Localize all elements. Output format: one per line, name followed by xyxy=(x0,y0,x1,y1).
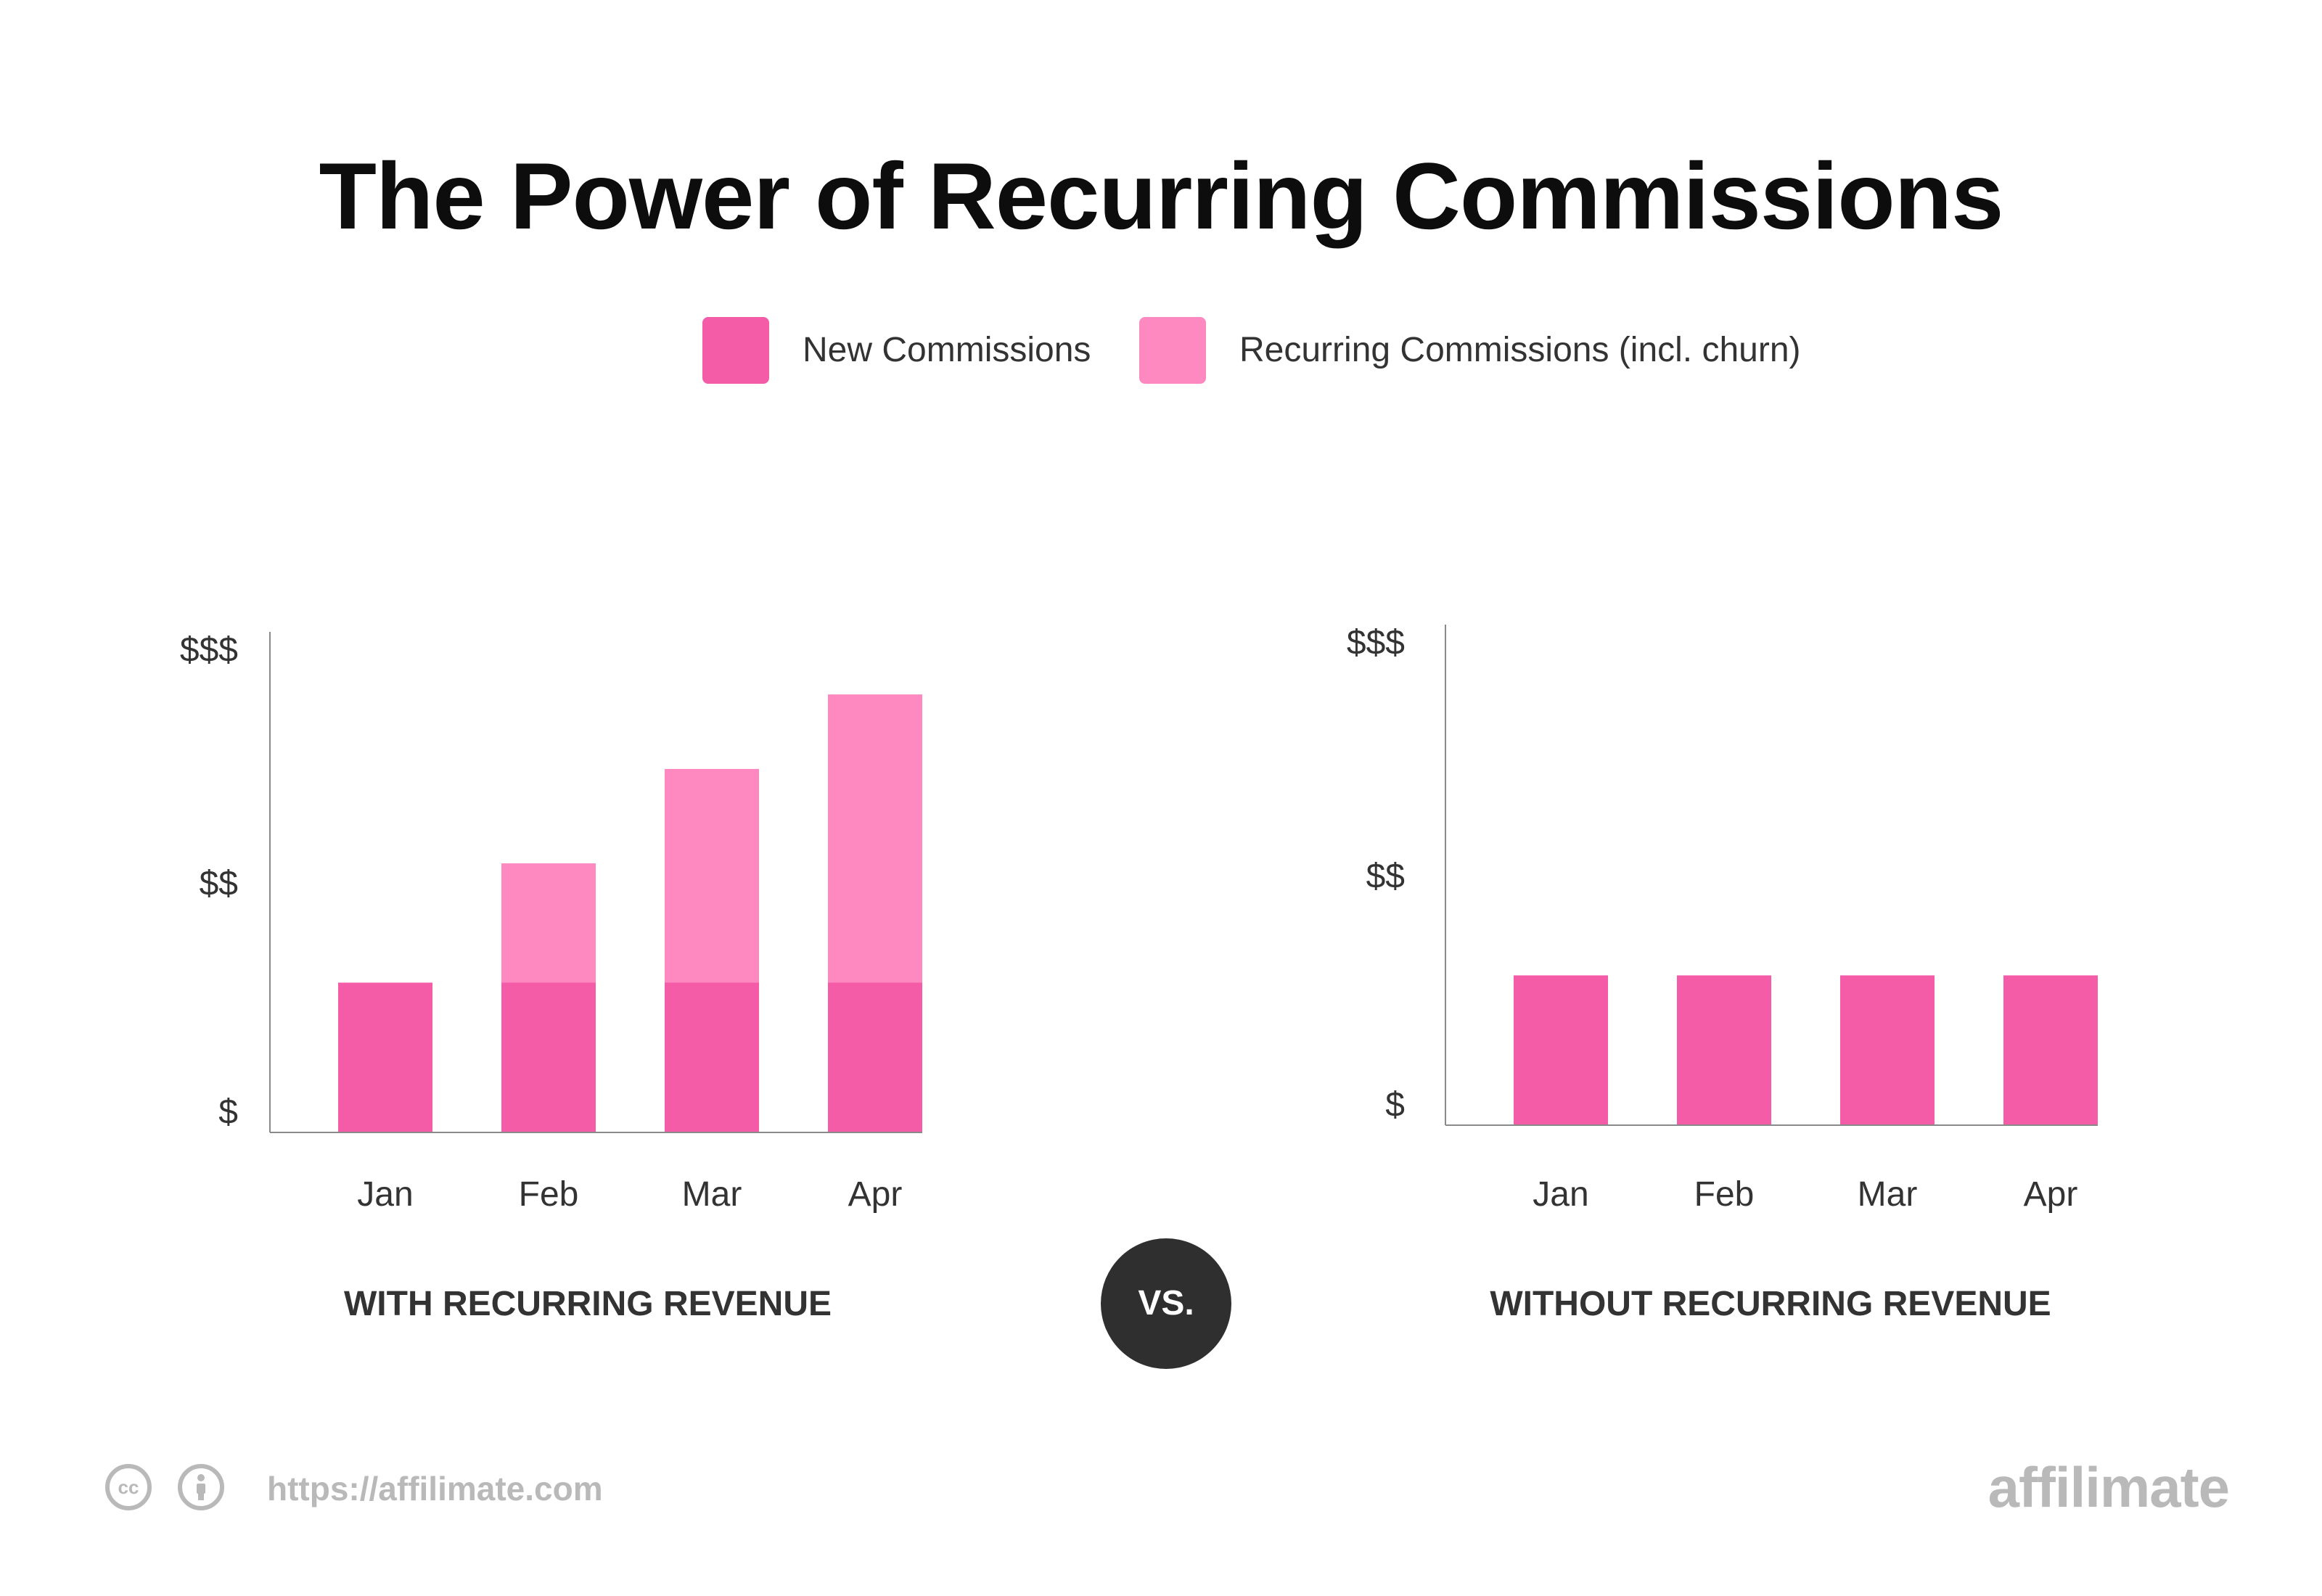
y-tick-label: $ xyxy=(218,1093,238,1132)
legend-swatch-recurring-commissions xyxy=(1139,317,1206,384)
x-tick-label: Jan xyxy=(1533,1175,1588,1214)
bar-feb-series-1 xyxy=(501,982,596,1132)
x-tick-label: Apr xyxy=(848,1175,903,1214)
x-tick-label: Mar xyxy=(1858,1175,1918,1214)
panel-title-with-recurring: WITH RECURRING REVENUE xyxy=(343,1285,832,1323)
x-tick-label: Feb xyxy=(519,1175,579,1214)
y-tick-label: $$ xyxy=(200,865,238,903)
y-tick-label: $$$ xyxy=(1347,624,1405,662)
legend-swatch-new-commissions xyxy=(702,317,769,384)
footer-url-link[interactable]: https://affilimate.com xyxy=(267,1470,603,1507)
x-tick-label: Mar xyxy=(682,1175,742,1214)
chart-title: The Power of Recurring Commissions xyxy=(319,143,2004,249)
bar-feb-series-1 xyxy=(1677,975,1771,1124)
x-tick-label: Feb xyxy=(1694,1175,1755,1214)
legend-label-recurring-commissions: Recurring Commissions (incl. churn) xyxy=(1239,331,1801,369)
bar-mar-series-1 xyxy=(665,982,759,1132)
panel-title-without-recurring: WITHOUT RECURRING REVENUE xyxy=(1490,1285,2051,1323)
person-icon xyxy=(178,1464,224,1510)
bar-feb-series-2 xyxy=(501,863,596,983)
y-tick-label: $ xyxy=(1385,1086,1405,1124)
legend: New Commissions Recurring Commissions (i… xyxy=(0,317,2322,384)
bar-apr-series-1 xyxy=(828,982,922,1132)
bar-mar-series-2 xyxy=(665,768,759,983)
bar-mar-series-1 xyxy=(1840,975,1935,1124)
legend-label-new-commissions: New Commissions xyxy=(803,331,1091,369)
charts-canvas: $$$$$$Jan Feb Mar Apr$$$$$$Jan Feb Mar Apr xyxy=(180,624,2098,1214)
cc-icon: cc xyxy=(105,1464,152,1510)
x-tick-label: Jan xyxy=(357,1175,413,1214)
bar-jan-series-1 xyxy=(338,982,432,1132)
affilimate-logo: affilimate xyxy=(1987,1455,2230,1519)
vs-badge: VS. xyxy=(1101,1238,1231,1369)
y-tick-label: $$ xyxy=(1366,857,1405,896)
bar-apr-series-1 xyxy=(2003,975,2098,1124)
y-tick-label: $$$ xyxy=(180,631,238,670)
x-tick-label: Apr xyxy=(2024,1175,2078,1214)
bar-jan-series-1 xyxy=(1514,975,1608,1124)
bar-apr-series-2 xyxy=(828,694,922,983)
